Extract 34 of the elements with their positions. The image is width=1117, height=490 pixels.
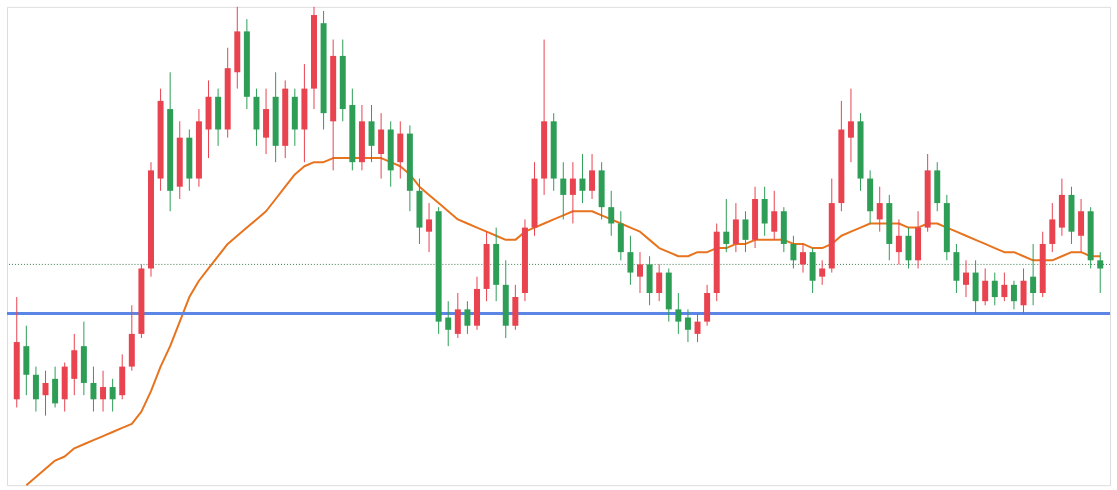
- candlestick: [684, 308, 691, 343]
- candlestick: [847, 88, 854, 163]
- candlestick: [982, 267, 989, 306]
- candlestick: [445, 300, 452, 347]
- candlestick: [589, 153, 596, 200]
- candlestick: [819, 259, 826, 286]
- candlestick: [569, 161, 576, 225]
- candlestick: [1010, 280, 1017, 310]
- candlestick: [637, 251, 643, 294]
- candlestick: [876, 186, 883, 233]
- candlestick: [694, 312, 701, 343]
- candlestick: [723, 198, 730, 253]
- candlestick: [42, 370, 49, 417]
- candlestick: [656, 263, 663, 302]
- candlestick: [1001, 272, 1008, 302]
- candlestick: [800, 243, 806, 274]
- candlestick: [90, 366, 97, 413]
- candlestick: [627, 235, 634, 286]
- candlestick: [742, 210, 749, 253]
- candlestick: [771, 190, 778, 241]
- candlestick: [790, 235, 797, 269]
- candlestick: [464, 300, 471, 335]
- candlestick: [560, 161, 567, 220]
- candlestick: [579, 153, 586, 204]
- candlestick: [895, 218, 902, 265]
- candlestick: [1030, 243, 1037, 306]
- candlestick: [100, 370, 107, 413]
- candlestick: [1097, 251, 1104, 294]
- candlestick: [426, 202, 433, 253]
- candlestick: [109, 378, 116, 413]
- candlestick: [675, 292, 682, 335]
- candlestick: [608, 190, 615, 237]
- candlestick: [963, 259, 969, 298]
- candlestick: [991, 272, 998, 306]
